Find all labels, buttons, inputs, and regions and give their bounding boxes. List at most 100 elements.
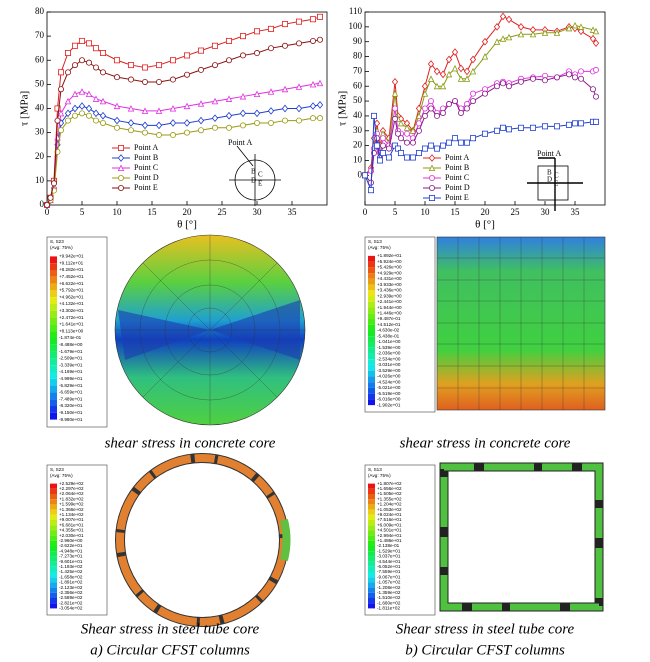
legend-swatch: [368, 520, 375, 526]
legend-level: -3.054e+02: [59, 606, 83, 611]
marker: [114, 124, 121, 131]
legend-swatch: [368, 336, 375, 342]
marker: [93, 45, 100, 52]
marker: [529, 30, 537, 38]
y-axis-label: τ [MPa]: [19, 91, 31, 126]
legend-swatch: [50, 304, 57, 311]
legend-swatch: [368, 561, 375, 567]
legend-swatch: [368, 587, 375, 593]
marker: [566, 121, 573, 128]
legend-level: +2.030e+01: [59, 533, 84, 538]
legend-level: +7.452e+01: [59, 274, 84, 279]
y-tick-label: 80: [35, 6, 45, 16]
y-tick-label: 10: [353, 155, 363, 165]
legend-level: +4.501e+01: [377, 528, 402, 533]
legend-swatch: [368, 290, 375, 297]
marker: [113, 116, 121, 125]
marker: [86, 59, 93, 66]
legend-level: +4.132e+01: [59, 301, 84, 306]
series-line: [46, 82, 321, 206]
legend-level: -7.273e+01: [59, 554, 83, 559]
marker: [373, 135, 380, 142]
caption: shear stress in concrete core: [400, 435, 571, 451]
x-tick-label: 10: [113, 207, 123, 217]
legend-level: -4.026e+00: [377, 374, 401, 379]
marker: [309, 16, 316, 23]
marker: [239, 52, 246, 59]
marker: [78, 102, 86, 110]
marker: [376, 157, 383, 164]
legend-level: -2.622e+01: [59, 543, 83, 548]
marker: [385, 145, 392, 152]
legend-swatch: [50, 290, 57, 298]
marker: [409, 154, 416, 161]
legend-swatch: [50, 561, 57, 567]
legend-level: +3.436e+00: [377, 288, 402, 293]
legend-swatch: [50, 488, 57, 494]
marker: [433, 67, 441, 76]
marker: [281, 104, 289, 113]
marker: [99, 97, 107, 105]
x-tick-label: 15: [451, 207, 461, 217]
marker: [469, 55, 477, 64]
marker: [211, 42, 218, 49]
marker: [239, 109, 247, 118]
legend-label: Point E: [134, 183, 158, 192]
marker: [211, 124, 218, 131]
legend-swatch: [368, 382, 375, 388]
legend-swatch: [368, 273, 375, 279]
marker: [415, 127, 422, 134]
legend-level: +2.472e+01: [59, 315, 84, 320]
x-tick-label: 30: [541, 207, 551, 217]
marker: [379, 150, 386, 157]
marker: [463, 105, 470, 112]
marker: [316, 115, 323, 122]
legend-swatch: [50, 412, 57, 420]
legend-level: -1.874e-01: [59, 335, 82, 340]
legend-swatch: [368, 261, 375, 268]
y-tick-label: 60: [353, 80, 363, 90]
legend-level: +6.681e+01: [59, 522, 84, 527]
legend-label: Point D: [445, 183, 470, 192]
legend-swatch: [368, 546, 375, 552]
legend-swatch: [50, 514, 57, 520]
legend-title: S, S13: [368, 239, 382, 244]
marker: [433, 112, 440, 119]
legend-swatch: [50, 603, 57, 609]
legend-swatch: [368, 330, 375, 337]
legend-swatch: [50, 378, 57, 386]
marker: [169, 76, 176, 83]
legend-swatch: [50, 551, 57, 557]
legend-swatch: [50, 499, 57, 505]
x-axis-label: θ [°]: [177, 219, 197, 231]
x-tick-label: 35: [288, 207, 298, 217]
marker: [114, 74, 121, 81]
legend-level: -2.960e+00: [59, 538, 83, 543]
legend-swatch: [368, 313, 375, 320]
legend-level: +1.446e+00: [377, 310, 402, 315]
marker: [72, 42, 79, 49]
marker: [211, 97, 219, 105]
marker: [183, 129, 190, 136]
legend-swatch: [50, 399, 57, 406]
marker: [225, 111, 233, 120]
marker: [457, 64, 465, 73]
legend-level: -2.534e+00: [377, 356, 401, 361]
legend-swatch: [50, 520, 57, 526]
y-tick-label: 110: [349, 6, 363, 16]
legend-level: -1.529e+01: [377, 548, 401, 553]
legend-level: +1.355e+02: [377, 496, 402, 501]
marker: [72, 112, 79, 119]
marker: [79, 110, 86, 117]
legend-level: -3.529e+00: [377, 368, 401, 373]
legend-swatch: [368, 535, 375, 541]
legend-level: +1.366e+02: [59, 507, 84, 512]
marker: [169, 119, 177, 127]
legend-level: -7.559e+01: [377, 569, 401, 574]
legend-swatch: [368, 582, 375, 588]
legend-level: -9.067e+01: [377, 574, 401, 579]
x-tick-label: 30: [253, 207, 263, 217]
marker: [225, 124, 232, 131]
legend-subtitle: (Avg: 75%): [50, 473, 73, 478]
marker: [518, 124, 525, 131]
